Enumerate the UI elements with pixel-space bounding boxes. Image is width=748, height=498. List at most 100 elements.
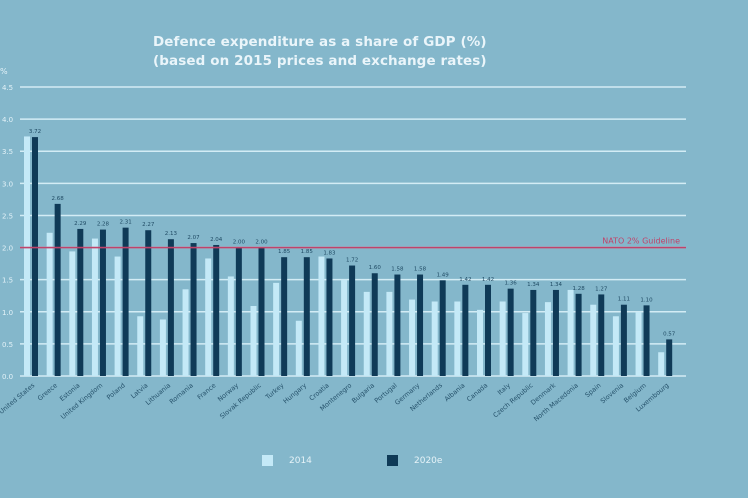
x-tick-label: Spain [583,381,602,399]
bar-2014 [46,232,53,376]
bar-2020e [575,293,582,376]
y-tick-label: 1.5 [2,277,13,285]
x-tick-label: United States [0,381,37,416]
bar-2014 [341,279,348,376]
x-tick-label: United Kingdom [59,381,104,421]
y-tick-label: 2.5 [2,212,13,220]
data-label: 2.27 [142,222,155,228]
bar-2020e [326,258,333,376]
bar-2020e [394,274,401,376]
x-tick-label: Canada [465,381,489,403]
y-tick-label: 1.0 [2,309,13,317]
y-tick-label: 3.5 [2,148,13,156]
data-label: 1.10 [640,297,653,303]
bar-2014 [114,256,121,376]
x-tick-label: France [196,381,218,401]
bar-2020e [32,137,38,376]
bar-2020e [54,203,61,376]
bar-2020e [167,239,174,376]
bar-2020e [552,289,559,376]
bar-2020e [643,305,650,376]
data-label: 1.27 [595,286,608,292]
bar-2014 [91,238,98,376]
bar-2020e [145,230,152,376]
chart-title: Defence expenditure as a share of GDP (%… [153,34,487,50]
data-label: 1.28 [572,286,585,292]
chart-title-block: Defence expenditure as a share of GDP (%… [153,33,487,71]
bar-2014 [182,289,189,376]
bar-2020e [258,247,265,376]
bar-2014 [544,302,551,376]
bar-2020e [122,227,129,376]
bar-2020e [190,243,197,376]
data-label: 2.04 [210,237,223,243]
bar-2020e [439,280,446,376]
bar-2014 [590,304,597,376]
legend-item-2020e: 2020e [387,455,442,466]
data-label: 1.34 [527,282,540,288]
bar-2014 [137,316,144,376]
y-tick-label: 3.0 [2,180,13,188]
bar-2014 [363,291,370,376]
data-label: 0.57 [663,331,676,337]
x-tick-label: Greece [36,381,59,402]
data-label: 1.36 [505,281,518,287]
data-label: 1.83 [323,250,336,256]
data-label: 2.29 [74,221,87,227]
y-axis-ticks: 0.0 0.5 1.0 1.5 2.0 2.5 3.0 3.5 4.0 4.5% [0,67,13,381]
x-tick-label: Lithuania [144,381,172,406]
bar-2014 [522,313,529,376]
bar-2014 [250,305,257,376]
legend-label-2020e: 2020e [414,455,443,466]
legend-swatch-2014 [262,455,273,466]
data-label: 2.28 [97,222,110,228]
data-label: 1.11 [618,297,630,303]
gridlines [20,86,686,377]
data-label: 1.60 [369,265,382,271]
bar-2020e [417,274,424,376]
y-tick-label: 0.0 [2,373,13,381]
data-label: 2.68 [52,196,65,202]
bar-2014 [69,251,76,376]
data-label: 1.42 [482,277,494,283]
x-tick-label: Slovak Republic [218,381,263,420]
x-tick-label: Slovenia [599,381,625,405]
bar-2014 [273,282,280,376]
data-label: 1.49 [437,272,450,278]
bar-2014 [205,258,212,376]
y-tick-label: 4.0 [2,116,13,124]
bar-2014 [409,299,416,376]
data-label: 2.07 [187,235,200,241]
bar-2014 [454,301,461,376]
bar-2020e [598,294,605,376]
bar-2020e [462,284,469,376]
bar-2014 [635,311,642,376]
x-tick-label: Bulgaria [350,381,376,404]
data-label: 1.42 [459,277,471,283]
y-tick-label: 4.5 [2,84,13,92]
bar-2020e [235,247,242,376]
bar-2020e [485,284,491,376]
data-label: 2.31 [119,220,131,226]
bar-2014 [612,316,619,376]
bar-2020e [99,229,106,376]
bar-2020e [371,273,378,376]
data-labels: 3.72 2.68 2.29 2.28 2.31 2.27 2.13 2.07 2.04 2.00… [29,129,676,337]
legend-item-2014: 2014 [262,455,312,466]
legend-swatch-2020e [387,455,398,466]
data-label: 1.72 [346,258,358,264]
x-tick-label: Romania [168,381,195,405]
bar-2014 [386,291,393,376]
data-label: 1.34 [550,282,563,288]
data-label: 1.85 [278,249,291,255]
x-tick-label: Italy [496,381,512,396]
bar-2020e [213,244,220,376]
data-label: 2.00 [233,240,246,246]
y-tick-label: 0.5 [2,341,13,349]
bar-2020e [281,257,288,376]
data-label: 1.85 [301,249,314,255]
bar-2020e [530,289,537,376]
